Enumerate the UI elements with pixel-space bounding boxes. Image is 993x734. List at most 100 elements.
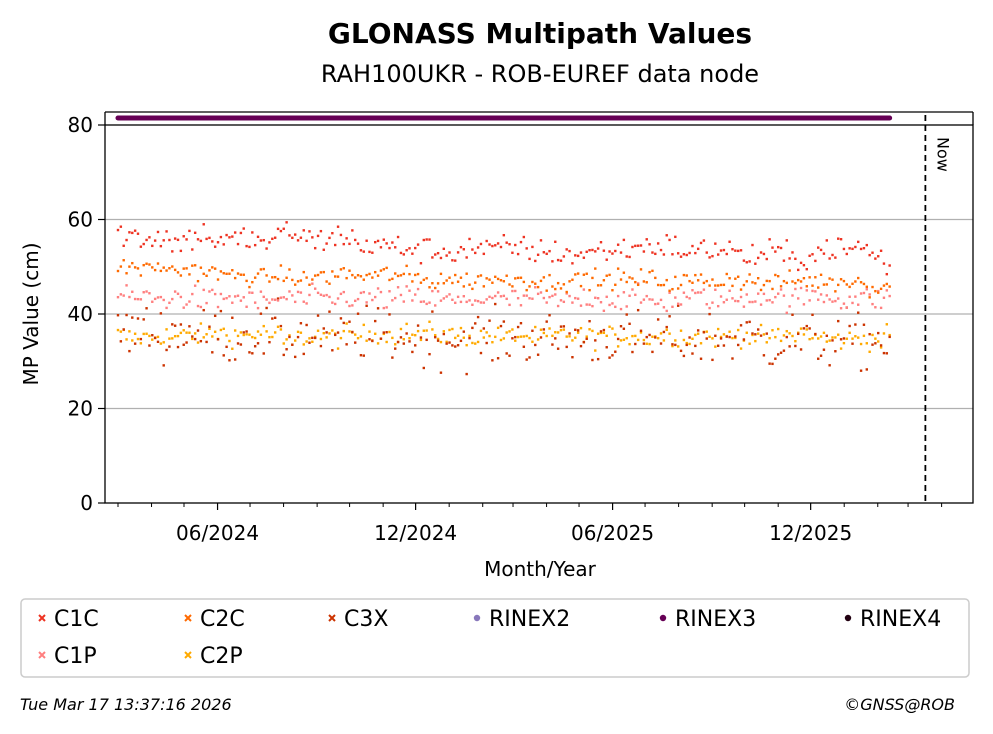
data-point xyxy=(559,259,563,262)
data-point xyxy=(456,251,460,254)
data-point xyxy=(668,315,671,318)
data-point xyxy=(828,277,831,280)
data-point xyxy=(551,334,554,338)
data-point xyxy=(311,278,314,281)
data-point xyxy=(751,333,754,337)
data-point xyxy=(308,337,311,340)
data-point xyxy=(771,329,774,332)
data-point xyxy=(568,335,571,338)
data-point xyxy=(805,289,808,292)
data-point xyxy=(359,335,363,338)
data-point xyxy=(639,301,643,304)
data-point xyxy=(491,281,494,284)
data-point xyxy=(682,253,686,256)
data-point xyxy=(168,301,171,305)
data-point xyxy=(405,285,408,288)
data-point xyxy=(142,318,145,321)
data-point xyxy=(825,294,828,297)
data-point xyxy=(777,327,780,331)
data-point xyxy=(205,333,208,336)
data-point xyxy=(848,331,851,335)
data-point xyxy=(785,281,788,285)
data-point xyxy=(425,302,428,306)
data-point xyxy=(842,337,846,340)
data-point xyxy=(571,278,574,281)
data-point xyxy=(436,290,440,293)
data-point xyxy=(559,287,563,290)
data-point xyxy=(265,330,268,333)
data-point xyxy=(462,248,466,251)
data-point xyxy=(356,312,360,315)
data-point xyxy=(768,238,771,241)
data-point xyxy=(568,294,571,298)
data-point xyxy=(622,291,626,294)
data-point xyxy=(173,290,177,293)
data-point xyxy=(788,305,791,308)
data-point xyxy=(671,287,674,291)
data-point xyxy=(208,325,211,328)
data-point xyxy=(659,284,663,287)
data-point xyxy=(431,282,434,285)
data-point xyxy=(448,276,451,279)
data-point xyxy=(785,335,788,339)
data-point xyxy=(528,356,531,359)
data-point xyxy=(614,350,617,353)
data-point xyxy=(419,338,423,342)
data-point xyxy=(388,246,391,250)
data-point xyxy=(253,301,257,304)
data-point xyxy=(276,325,280,328)
data-point xyxy=(751,300,754,304)
data-point xyxy=(279,296,283,299)
data-point xyxy=(325,242,328,245)
legend: C1C C2C C3X RINEX2 RINEX3 RINEX4 C1P C2P xyxy=(20,598,970,678)
legend-marker xyxy=(659,614,667,622)
data-point xyxy=(436,251,440,255)
data-point xyxy=(328,236,331,240)
legend-label: C2C xyxy=(200,607,245,632)
data-point xyxy=(831,336,834,339)
data-point xyxy=(634,334,637,338)
data-point xyxy=(205,340,208,344)
data-point xyxy=(828,339,831,342)
data-point xyxy=(474,281,477,284)
data-point xyxy=(797,268,800,272)
data-point xyxy=(502,280,506,283)
data-point xyxy=(496,277,500,281)
data-point xyxy=(825,340,828,343)
data-point xyxy=(799,348,803,351)
data-point xyxy=(522,294,526,297)
data-point xyxy=(674,296,677,299)
data-point xyxy=(888,285,891,288)
data-point xyxy=(642,280,646,283)
data-point xyxy=(699,342,703,345)
data-point xyxy=(699,291,703,294)
data-point xyxy=(688,342,691,346)
data-point xyxy=(325,331,328,334)
data-point xyxy=(376,239,380,243)
data-point xyxy=(857,311,860,314)
data-point xyxy=(782,294,786,297)
data-point xyxy=(476,299,480,303)
data-point xyxy=(491,359,494,362)
data-point xyxy=(548,314,551,317)
data-point xyxy=(285,221,288,224)
data-point xyxy=(696,329,700,332)
data-point xyxy=(728,289,731,292)
data-point xyxy=(882,262,886,265)
data-point xyxy=(519,321,523,325)
data-point xyxy=(877,331,880,335)
data-point xyxy=(371,251,374,254)
data-point xyxy=(116,328,120,332)
data-point xyxy=(351,304,354,307)
data-point xyxy=(519,240,523,244)
data-point xyxy=(173,237,177,240)
data-point xyxy=(153,336,157,340)
data-point xyxy=(797,278,800,282)
data-point xyxy=(539,291,543,294)
data-point xyxy=(436,339,440,342)
data-point xyxy=(316,329,320,332)
footer-credit: ©GNSS@ROB xyxy=(844,695,955,714)
data-point xyxy=(788,332,791,335)
data-point xyxy=(491,296,494,300)
data-point xyxy=(348,330,351,333)
